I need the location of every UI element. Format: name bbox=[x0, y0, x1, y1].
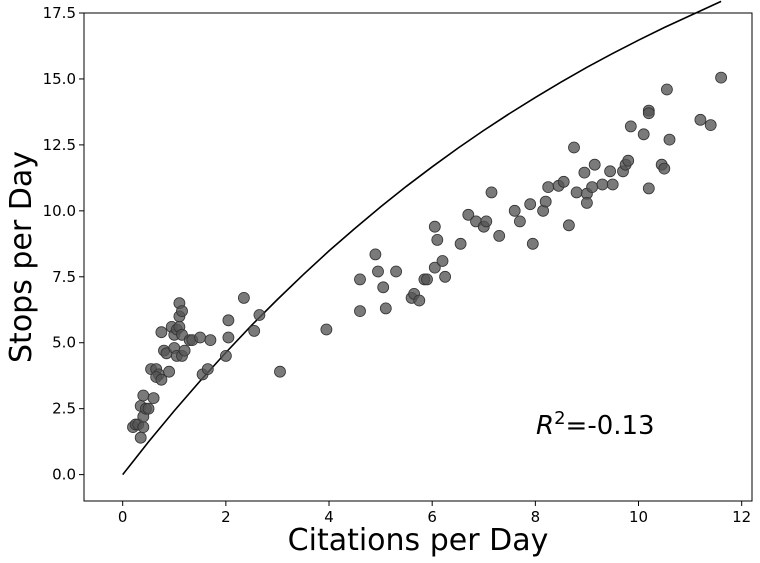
scatter-point bbox=[354, 305, 366, 318]
y-tick-label: 2.5 bbox=[52, 400, 76, 418]
scatter-point bbox=[480, 215, 493, 228]
scatter-point bbox=[642, 182, 655, 195]
scatter-point bbox=[624, 120, 637, 133]
scatter-point bbox=[526, 237, 539, 250]
scatter-point bbox=[155, 373, 168, 386]
annotation-suffix: =-0.13 bbox=[566, 411, 655, 441]
x-axis-label: Citations per Day bbox=[288, 523, 549, 558]
annotation-prefix: R bbox=[536, 411, 554, 441]
scatter-point bbox=[604, 165, 616, 178]
scatter-point bbox=[658, 162, 671, 175]
scatter-point bbox=[176, 305, 188, 318]
scatter-point bbox=[542, 181, 555, 194]
scatter-point bbox=[428, 261, 441, 274]
scatter-point bbox=[237, 291, 250, 304]
scatter-point bbox=[588, 158, 601, 171]
scatter-point bbox=[421, 273, 433, 286]
scatter-point bbox=[137, 389, 150, 402]
scatter-point bbox=[222, 331, 235, 344]
scatter-point bbox=[137, 421, 150, 434]
scatter-points-layer bbox=[127, 71, 727, 444]
scatter-point bbox=[253, 309, 266, 321]
y-tick-label: 15.0 bbox=[43, 70, 76, 88]
x-tick-label: 4 bbox=[324, 508, 334, 526]
scatter-point bbox=[514, 215, 526, 228]
y-axis-label: Stops per Day bbox=[4, 151, 39, 363]
scatter-point bbox=[637, 128, 650, 141]
scatter-point bbox=[508, 204, 521, 217]
scatter-point bbox=[586, 181, 598, 194]
scatter-point bbox=[493, 229, 506, 242]
scatter-point bbox=[201, 363, 214, 376]
scatter-point bbox=[274, 365, 286, 378]
y-tick-label: 17.5 bbox=[43, 4, 76, 22]
annotation-superscript: 2 bbox=[554, 408, 565, 429]
x-tick-label: 6 bbox=[427, 508, 437, 526]
scatter-point bbox=[694, 113, 707, 126]
scatter-point bbox=[147, 392, 160, 405]
y-axis-ticks: 0.0 2.5 5.0 7.5 10.0 12.5 15.0 17.5 bbox=[43, 4, 84, 484]
scatter-point bbox=[704, 119, 717, 131]
scatter-point bbox=[134, 431, 147, 444]
scatter-point bbox=[436, 255, 449, 267]
scatter-point bbox=[596, 178, 609, 191]
scatter-point bbox=[563, 219, 575, 232]
scatter-point bbox=[163, 365, 176, 378]
scatter-point bbox=[431, 233, 444, 246]
scatter-point bbox=[570, 186, 583, 199]
scatter-point bbox=[581, 196, 593, 209]
scatter-point bbox=[204, 334, 217, 347]
x-tick-label: 0 bbox=[118, 508, 128, 526]
scatter-point bbox=[642, 107, 655, 120]
scatter-point bbox=[377, 281, 390, 294]
y-tick-label: 7.5 bbox=[52, 268, 76, 286]
scatter-point bbox=[379, 302, 392, 315]
r-squared-annotation: R2=-0.13 bbox=[536, 408, 655, 441]
y-tick-label: 12.5 bbox=[43, 136, 76, 154]
scatter-point bbox=[194, 331, 207, 344]
x-axis-ticks: 0 2 4 6 8 10 12 bbox=[118, 501, 751, 526]
scatter-point bbox=[155, 326, 168, 339]
scatter-point bbox=[178, 344, 191, 357]
y-tick-label: 10.0 bbox=[43, 202, 76, 220]
scatter-point bbox=[219, 349, 232, 362]
scatter-point bbox=[413, 294, 426, 307]
scatter-point bbox=[622, 154, 635, 167]
scatter-point bbox=[354, 273, 366, 286]
x-tick-label: 8 bbox=[531, 508, 541, 526]
plot-area bbox=[83, 12, 753, 502]
scatter-point bbox=[454, 237, 467, 250]
scatter-point bbox=[578, 166, 591, 179]
x-tick-label: 2 bbox=[221, 508, 231, 526]
scatter-point bbox=[462, 208, 475, 221]
scatter-point bbox=[372, 265, 384, 278]
y-tick-label: 0.0 bbox=[52, 466, 76, 484]
scatter-point bbox=[142, 402, 155, 415]
scatter-point bbox=[568, 141, 580, 154]
scatter-point bbox=[485, 186, 498, 199]
y-tick-label: 5.0 bbox=[52, 334, 76, 352]
scatter-point bbox=[390, 265, 403, 278]
scatter-point bbox=[663, 133, 676, 146]
scatter-point bbox=[524, 198, 537, 211]
scatter-point bbox=[248, 324, 261, 337]
x-tick-label: 10 bbox=[629, 508, 648, 526]
scatter-point bbox=[369, 248, 382, 261]
scatter-point bbox=[539, 195, 552, 208]
scatter-point bbox=[428, 220, 441, 233]
scatter-point bbox=[715, 71, 727, 84]
scatter-point bbox=[222, 314, 235, 327]
scatter-point bbox=[661, 83, 673, 96]
scatter-point bbox=[557, 175, 570, 188]
scatter-point bbox=[439, 270, 452, 283]
x-tick-label: 12 bbox=[732, 508, 751, 526]
scatter-point bbox=[320, 323, 333, 336]
scatter-point bbox=[606, 178, 619, 191]
